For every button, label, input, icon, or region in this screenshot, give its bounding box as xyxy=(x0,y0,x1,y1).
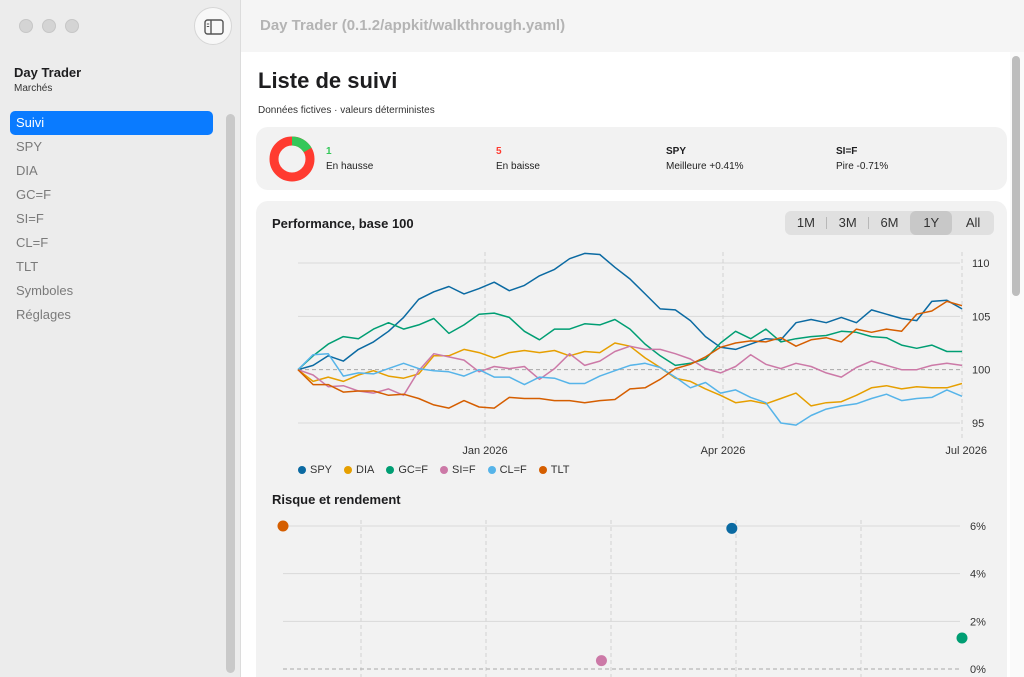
sidebar: Day Trader Marchés Suivi SPY DIA GC=F SI=F CL… xyxy=(0,0,241,677)
legend-swatch xyxy=(298,466,306,474)
sidebar-app-name: Day Trader xyxy=(14,65,82,80)
sidebar-item-suivi[interactable]: Suivi xyxy=(10,111,213,135)
sidebar-item-symboles[interactable]: Symboles xyxy=(16,283,74,298)
period-1m-button[interactable]: 1M xyxy=(785,211,827,235)
title-bar: Day Trader (0.1.2/appkit/walkthrough.yam… xyxy=(241,0,1024,52)
sidebar-nav: Suivi SPY DIA GC=F SI=F CL=F TLT Symboles Réglag… xyxy=(10,111,213,327)
legend-label: TLT xyxy=(550,464,570,476)
period-segmented-control[interactable]: 1M 3M 6M 1Y All xyxy=(785,211,994,235)
minimize-window-button[interactable] xyxy=(42,19,56,33)
performance-legend: SPY DIA GC=F SI=F CL=F TLT xyxy=(298,464,570,476)
legend-swatch xyxy=(440,466,449,474)
performance-title: Performance, base 100 xyxy=(272,216,414,231)
donut-segment-up xyxy=(269,136,315,182)
risk-return-title: Risque et rendement xyxy=(272,492,401,507)
window-title: Day Trader (0.1.2/appkit/walkthrough.yam… xyxy=(260,17,566,34)
legend-item-gc-f: GC=F xyxy=(386,464,428,476)
stat-up-value: 1 xyxy=(326,146,332,157)
legend-item-dia: DIA xyxy=(344,464,374,476)
sidebar-scrollbar[interactable] xyxy=(226,114,235,673)
stat-best-symbol: SPY xyxy=(666,146,687,157)
legend-item-cl-f: CL=F xyxy=(487,464,527,476)
sidebar-toggle-icon xyxy=(204,19,224,35)
legend-swatch xyxy=(386,466,395,474)
period-3m-button[interactable]: 3M xyxy=(827,211,869,235)
stat-best: SPY Meilleure +0.41% xyxy=(666,146,744,172)
stat-worst-label: Pire -0.71% xyxy=(836,161,889,172)
period-6m-button[interactable]: 6M xyxy=(880,215,899,230)
summary-card xyxy=(256,127,1007,190)
stat-up: 1 En hausse xyxy=(326,146,373,172)
period-all-button[interactable]: All xyxy=(965,215,981,230)
sidebar-item-cl-f[interactable]: CL=F xyxy=(16,235,49,250)
legend-label: SPY xyxy=(310,464,333,476)
legend-swatch xyxy=(344,466,353,474)
legend-label: DIA xyxy=(356,464,375,476)
sidebar-item-tlt[interactable]: TLT xyxy=(16,259,39,274)
stat-down: 5 En baisse xyxy=(496,146,540,172)
stat-down-value: 5 xyxy=(496,146,502,157)
sidebar-item-spy[interactable]: SPY xyxy=(16,139,43,154)
main-scrollbar-thumb[interactable] xyxy=(1012,56,1020,296)
legend-item-tlt: TLT xyxy=(538,464,570,476)
stat-worst: SI=F Pire -0.71% xyxy=(836,146,888,172)
charts-card xyxy=(256,201,1007,677)
legend-item-spy: SPY xyxy=(298,464,332,476)
sidebar-item-gc-f[interactable]: GC=F xyxy=(16,187,52,202)
legend-item-si-f: SI=F xyxy=(440,464,476,476)
legend-label: CL=F xyxy=(499,464,527,476)
stat-best-label: Meilleure +0.41% xyxy=(666,161,744,172)
stat-up-label: En hausse xyxy=(326,161,374,172)
toggle-sidebar-button[interactable] xyxy=(194,7,232,45)
sidebar-subtitle: Marchés xyxy=(14,83,53,94)
sidebar-item-r-glages[interactable]: Réglages xyxy=(16,307,71,322)
legend-swatch xyxy=(538,466,547,474)
legend-label: SI=F xyxy=(452,464,476,476)
close-window-button[interactable] xyxy=(19,19,33,33)
sidebar-item-si-f[interactable]: SI=F xyxy=(16,211,44,226)
zoom-window-button[interactable] xyxy=(65,19,79,33)
legend-swatch xyxy=(487,466,496,474)
stat-down-label: En baisse xyxy=(496,161,540,172)
updown-donut-chart xyxy=(269,136,315,182)
sidebar-item-dia[interactable]: DIA xyxy=(16,163,38,178)
page-title: Liste de suivi xyxy=(258,68,398,93)
page-subtitle: Données fictives · valeurs déterministes xyxy=(258,105,435,116)
stat-worst-symbol: SI=F xyxy=(836,146,858,157)
period-1y-button[interactable]: 1Y xyxy=(910,211,953,235)
legend-label: GC=F xyxy=(398,464,429,476)
